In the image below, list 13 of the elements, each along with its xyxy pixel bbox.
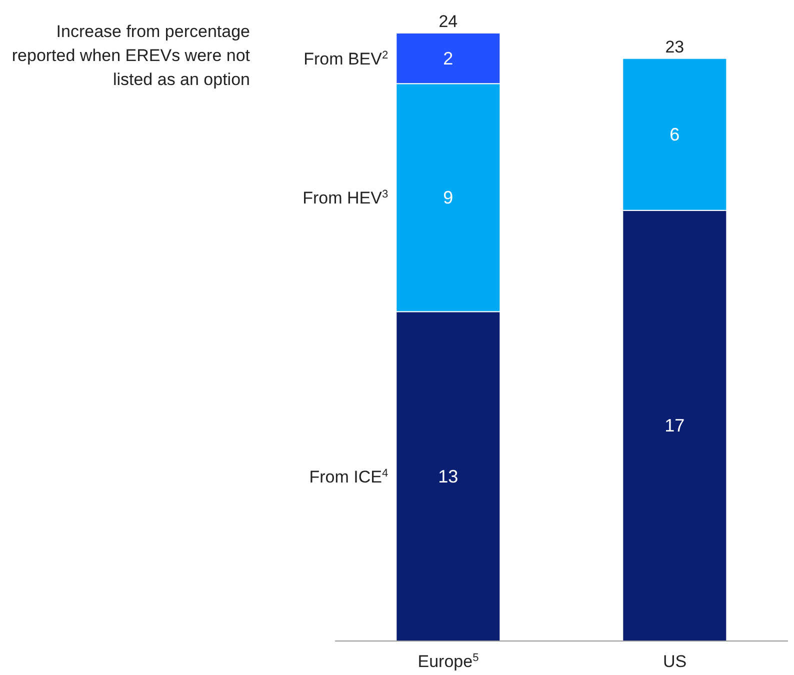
data-label: 17 — [664, 416, 685, 436]
text: Increase from percentage reported when EREVs were not listed as an option — [10, 21, 250, 91]
x-tick-label: Europe$^{5}$ — [418, 652, 479, 671]
data-label: 6 — [670, 124, 680, 144]
series-label: From ICE$^{4}$ — [309, 467, 388, 486]
total-label: 24 — [438, 12, 458, 31]
data-label: 9 — [443, 188, 454, 208]
data-label: 2 — [443, 48, 454, 68]
series-label: From BEV$^{2}$ — [304, 49, 388, 68]
total-label: 23 — [665, 37, 684, 56]
data-label: 13 — [438, 466, 458, 486]
x-tick-label: US — [662, 652, 687, 671]
series-label: From HEV$^{3}$ — [302, 188, 388, 208]
